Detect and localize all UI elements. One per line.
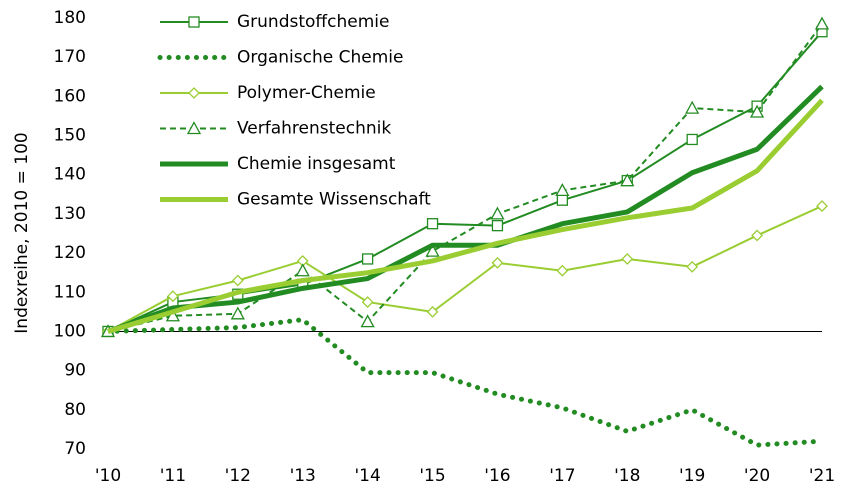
data-point (814, 16, 830, 30)
y-tick-label: 130 (54, 204, 86, 224)
data-point (686, 260, 699, 273)
legend-label: Verfahrenstechnik (237, 119, 391, 139)
legend-marker (186, 121, 202, 135)
data-point (556, 194, 569, 206)
y-tick-label: 120 (54, 243, 86, 263)
y-tick-label: 140 (54, 165, 86, 185)
legend-label: Grundstoffchemie (237, 12, 389, 32)
x-tick-label: '17 (549, 466, 575, 486)
legend-marker (188, 87, 200, 99)
data-point (295, 263, 310, 277)
y-tick-label: 80 (64, 400, 86, 420)
data-point (686, 133, 698, 146)
data-point (230, 306, 245, 320)
data-point (491, 256, 504, 269)
y-axis-label: Indexreihe, 2010 = 100 (12, 132, 32, 333)
data-point (685, 100, 700, 114)
legend-label: Chemie insgesamt (237, 154, 396, 174)
x-tick-label: '21 (809, 466, 835, 486)
data-point (621, 253, 634, 265)
data-point (491, 220, 504, 232)
legend-label: Organische Chemie (237, 48, 403, 68)
y-tick-label: 160 (54, 86, 86, 106)
data-point (620, 173, 635, 187)
x-tick-label: '13 (290, 466, 316, 486)
y-tick-label: 70 (64, 439, 86, 459)
data-point (426, 218, 439, 230)
y-tick-label: 90 (64, 361, 86, 381)
data-point (490, 206, 505, 220)
series-line (105, 317, 825, 448)
data-point (360, 314, 375, 328)
x-tick-label: '19 (679, 466, 705, 486)
data-point (751, 229, 764, 242)
data-point (816, 200, 828, 212)
data-point (749, 104, 765, 118)
legend-marker (188, 16, 200, 28)
x-tick-label: '20 (744, 466, 770, 486)
series-line (107, 23, 823, 333)
y-tick-label: 180 (54, 8, 86, 28)
x-tick-label: '12 (225, 466, 251, 486)
series-line (107, 205, 823, 333)
series-line (107, 98, 824, 334)
y-tick-label: 150 (54, 126, 86, 146)
x-tick-label: '10 (95, 466, 121, 486)
x-tick-label: '16 (484, 466, 510, 486)
data-point (426, 305, 439, 318)
x-tick-label: '11 (160, 466, 186, 486)
series-line (107, 84, 824, 334)
legend-label: Polymer-Chemie (237, 83, 376, 103)
x-tick-label: '14 (354, 466, 380, 486)
y-tick-label: 110 (54, 282, 86, 302)
data-point (555, 183, 570, 197)
data-point (361, 253, 374, 265)
legend-label: Gesamte Wissenschaft (237, 190, 431, 210)
data-point (166, 290, 179, 303)
data-point (556, 264, 569, 277)
x-tick-label: '15 (419, 466, 445, 486)
x-tick-label: '18 (614, 466, 640, 486)
data-point (361, 296, 374, 308)
data-point (231, 274, 244, 287)
y-tick-label: 100 (54, 321, 86, 341)
y-tick-label: 170 (54, 47, 86, 67)
data-point (425, 243, 440, 257)
